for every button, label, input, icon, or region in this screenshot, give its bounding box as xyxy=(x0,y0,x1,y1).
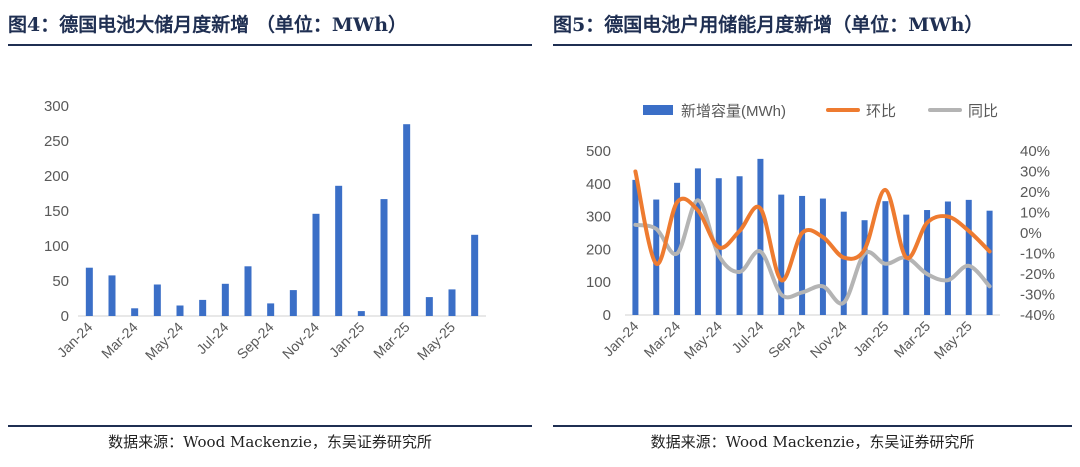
legend-label: 新增容量(MWh) xyxy=(681,103,786,120)
source-note: 数据来源：Wood Mackenzie，东吴证券研究所 xyxy=(650,433,975,451)
y2-tick-label: -30% xyxy=(1020,287,1055,304)
y2-tick-label: 20% xyxy=(1020,184,1050,201)
legend-label: 同比 xyxy=(968,103,998,120)
x-tick-label: Sep-24 xyxy=(234,319,277,362)
series-line xyxy=(633,198,992,306)
bar xyxy=(840,211,847,315)
title-rule xyxy=(553,44,1072,46)
chart-title: 图4：德国电池大储月度新增 （单位：MWh） xyxy=(8,14,408,36)
bar xyxy=(778,194,785,315)
x-tick-label: Mar-24 xyxy=(641,318,684,361)
x-tick-label: May-24 xyxy=(142,319,186,363)
bar xyxy=(903,214,910,315)
source-note: 数据来源：Wood Mackenzie，东吴证券研究所 xyxy=(108,433,432,451)
bar xyxy=(131,308,139,316)
y-tick-label: 500 xyxy=(586,143,611,160)
x-tick-label: Sep-24 xyxy=(765,318,808,361)
bar xyxy=(312,213,320,316)
x-tick-label: Nov-24 xyxy=(807,318,850,361)
bar xyxy=(736,176,743,315)
y2-tick-label: 10% xyxy=(1020,205,1050,222)
y2-tick-label: -20% xyxy=(1020,266,1055,283)
bar xyxy=(403,124,411,316)
y-tick-label: 200 xyxy=(44,168,69,185)
bar xyxy=(674,182,681,315)
y-tick-label: 400 xyxy=(586,176,611,193)
bar xyxy=(108,275,116,316)
bar xyxy=(986,210,993,315)
combo-chart-svg: 新增容量(MWh) 环比 同比 0 100 200 300 400 500 -40% -30% -20… xyxy=(586,103,1055,362)
y-tick-label: 0 xyxy=(61,308,69,325)
y-tick-label: 100 xyxy=(586,274,611,291)
y2-tick-label: 40% xyxy=(1020,143,1050,160)
bar xyxy=(924,210,931,315)
bar xyxy=(632,179,639,315)
source-rule xyxy=(8,425,532,427)
title-rule xyxy=(8,44,532,46)
y-tick-label: 250 xyxy=(44,133,69,150)
x-tick-label: Mar-25 xyxy=(370,319,413,362)
x-tick-label: Jul-24 xyxy=(728,318,766,356)
x-tick-label: Jul-24 xyxy=(193,319,231,357)
y-tick-label: 100 xyxy=(44,238,69,255)
x-tick-label: Jan-25 xyxy=(326,319,368,361)
bar xyxy=(471,234,479,316)
bar xyxy=(153,284,161,316)
legend-swatch xyxy=(643,105,673,115)
bar xyxy=(799,195,806,315)
chart-panel-2: 图5：德国电池户用储能月度新增（单位：MWh） 新增容量(MWh) 环比 同比 0 10… xyxy=(545,0,1080,467)
bar xyxy=(448,289,456,316)
y-tick-label: 300 xyxy=(586,209,611,226)
series-line xyxy=(633,169,992,283)
bar xyxy=(944,201,951,315)
y-tick-label: 200 xyxy=(586,241,611,258)
y-tick-label: 150 xyxy=(44,203,69,220)
y2-tick-label: 0% xyxy=(1020,225,1042,242)
bar xyxy=(176,305,184,316)
y2-tick-label: -10% xyxy=(1020,246,1055,263)
x-tick-label: Nov-24 xyxy=(279,319,322,362)
bar xyxy=(694,168,701,315)
x-tick-label: Jan-25 xyxy=(850,318,892,360)
bar xyxy=(199,299,207,316)
x-tick-label: Mar-25 xyxy=(891,318,934,361)
bar xyxy=(882,201,889,315)
x-tick-label: Mar-24 xyxy=(98,319,141,362)
y-tick-label: 0 xyxy=(603,307,611,324)
y2-tick-label: -40% xyxy=(1020,307,1055,324)
chart-panel-1: 图4：德国电池大储月度新增 （单位：MWh） 0 50 100 150 200 250 30… xyxy=(8,14,532,451)
bar xyxy=(425,297,433,316)
x-tick-label: May-25 xyxy=(414,319,458,363)
y2-tick-label: 30% xyxy=(1020,164,1050,181)
bar xyxy=(757,158,764,315)
bar xyxy=(653,199,660,315)
y-tick-label: 300 xyxy=(44,98,69,115)
y-tick-label: 50 xyxy=(52,273,69,290)
bar xyxy=(335,185,343,316)
bar xyxy=(267,303,275,316)
x-tick-label: May-24 xyxy=(681,318,725,362)
bar xyxy=(819,198,826,315)
bar xyxy=(289,290,297,316)
bar xyxy=(861,220,868,315)
bar xyxy=(357,311,365,316)
bar xyxy=(221,283,229,316)
source-rule xyxy=(553,425,1072,427)
bar xyxy=(965,199,972,315)
chart-title: 图5：德国电池户用储能月度新增（单位：MWh） xyxy=(553,14,984,36)
bar xyxy=(244,266,252,316)
bar xyxy=(380,199,388,316)
legend-label: 环比 xyxy=(866,103,896,120)
bar xyxy=(85,267,93,316)
x-tick-label: May-25 xyxy=(931,318,975,362)
